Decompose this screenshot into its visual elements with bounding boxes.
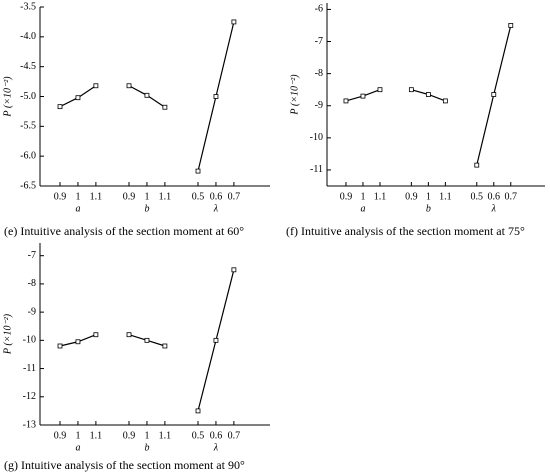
marker: [231, 19, 237, 25]
y-tick-label: -6.5: [20, 180, 36, 191]
marker: [162, 343, 168, 349]
marker: [93, 83, 99, 89]
y-tick-label: -13: [23, 419, 36, 430]
x-tick-label: 0.5: [192, 191, 205, 202]
marker: [57, 343, 63, 349]
group-label: b: [144, 442, 149, 453]
marker: [425, 92, 431, 97]
x-tick-label: 0.6: [210, 430, 223, 441]
marker: [195, 408, 201, 414]
y-tick-label: -7: [28, 250, 36, 261]
marker: [126, 83, 132, 89]
x-tick-label: 1: [426, 191, 431, 202]
x-tick-label: 1.1: [159, 430, 172, 441]
marker: [377, 87, 383, 93]
marker: [213, 337, 219, 343]
x-tick-label: 1: [75, 430, 80, 441]
x-tick-label: 0.5: [192, 430, 205, 441]
group-label: λ: [213, 203, 219, 214]
group-label: λ: [213, 442, 219, 453]
marker: [195, 168, 201, 174]
y-tick-label: -10: [310, 132, 323, 143]
x-tick-label: 1: [75, 191, 80, 202]
group-label: a: [75, 442, 80, 453]
x-tick-label: 0.7: [505, 191, 518, 202]
y-tick-label: -8: [315, 68, 323, 79]
marker: [144, 92, 150, 98]
marker: [343, 98, 349, 104]
y-tick-label: -11: [310, 164, 323, 175]
y-tick-label: -3.5: [20, 1, 36, 12]
y-tick-label: -7: [315, 36, 323, 47]
x-tick-label: 1.1: [90, 191, 103, 202]
x-tick-label: 1: [144, 430, 149, 441]
marker: [162, 104, 168, 110]
marker: [144, 337, 150, 343]
marker: [213, 94, 219, 99]
x-tick-label: 0.9: [123, 191, 136, 202]
y-tick-label: -8: [28, 278, 36, 289]
marker: [57, 104, 63, 110]
caption: (f) Intuitive analysis of the section mo…: [286, 224, 525, 238]
marker: [231, 267, 237, 273]
caption: (g) Intuitive analysis of the section mo…: [4, 458, 245, 472]
y-tick-label: -10: [23, 335, 36, 346]
y-tick-label: -5.5: [20, 121, 36, 132]
marker: [408, 87, 414, 93]
x-tick-label: 1.1: [439, 191, 452, 202]
marker: [491, 92, 497, 97]
group-label: a: [360, 203, 365, 214]
x-tick-label: 0.9: [54, 430, 67, 441]
y-tick-label: -4.0: [20, 31, 36, 42]
marker: [442, 98, 448, 104]
y-tick-label: -9: [315, 100, 323, 111]
x-tick-label: 0.9: [340, 191, 353, 202]
x-tick-label: 0.7: [228, 191, 241, 202]
marker: [93, 332, 99, 338]
group-label: b: [144, 203, 149, 214]
x-tick-label: 0.9: [54, 191, 67, 202]
marker: [126, 332, 132, 338]
y-axis-label: P (×10⁻²): [289, 74, 300, 116]
y-tick-label: -4.5: [20, 61, 36, 72]
x-tick-label: 0.5: [471, 191, 484, 202]
x-tick-label: 1.1: [159, 191, 172, 202]
y-tick-label: -6: [315, 4, 323, 15]
x-tick-label: 0.6: [210, 191, 223, 202]
x-tick-label: 0.7: [228, 430, 241, 441]
x-tick-label: 1.1: [90, 430, 103, 441]
y-tick-label: -11: [23, 363, 36, 374]
caption: (e) Intuitive analysis of the section mo…: [4, 224, 244, 238]
y-tick-label: -6.0: [20, 150, 36, 161]
y-axis-label: P (×10⁻²): [2, 76, 13, 118]
y-axis-label: P (×10⁻²): [2, 313, 13, 355]
group-label: a: [75, 203, 80, 214]
x-tick-label: 0.6: [488, 191, 501, 202]
y-tick-label: -9: [28, 306, 36, 317]
y-tick-label: -12: [23, 391, 36, 402]
x-tick-label: 1: [144, 191, 149, 202]
x-tick-label: 1.1: [374, 191, 387, 202]
marker: [75, 95, 81, 101]
marker: [474, 162, 480, 168]
marker: [508, 23, 514, 28]
group-label: b: [426, 203, 431, 214]
marker: [360, 93, 366, 99]
x-tick-label: 0.9: [405, 191, 418, 202]
x-tick-label: 0.9: [123, 430, 136, 441]
x-tick-label: 1: [360, 191, 365, 202]
group-label: λ: [491, 203, 497, 214]
marker: [75, 339, 81, 345]
y-tick-label: -5.0: [20, 91, 36, 102]
